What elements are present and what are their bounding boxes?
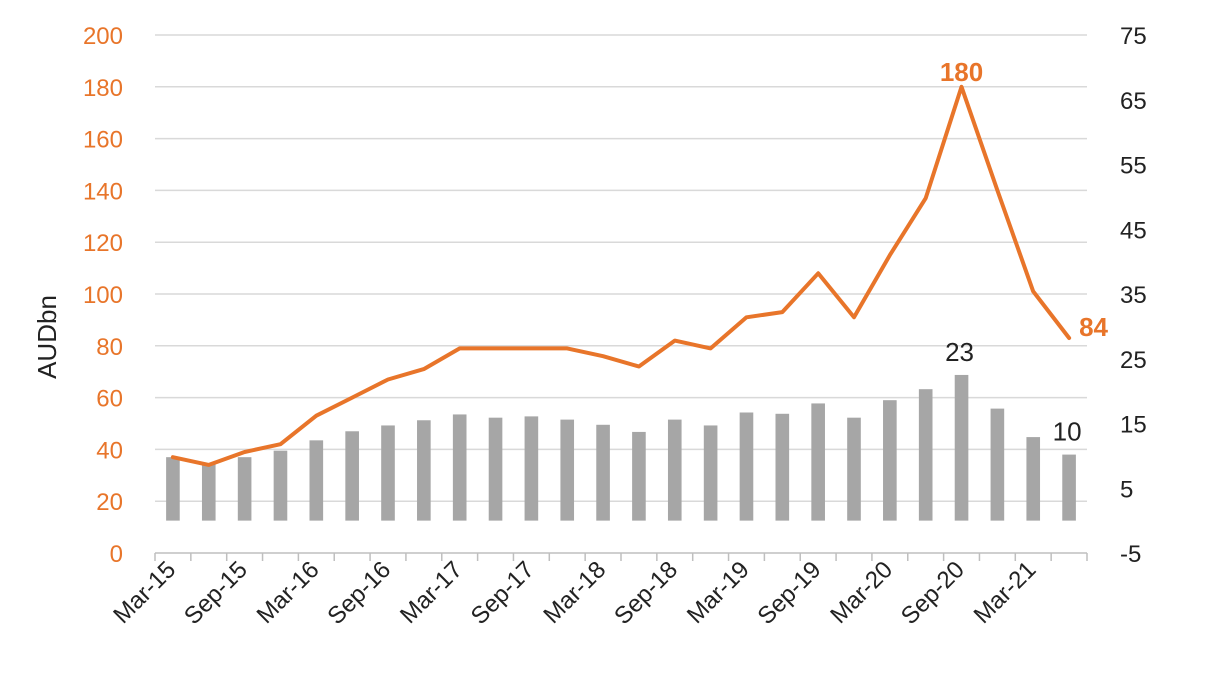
line-data-label: 84	[1079, 312, 1108, 342]
bar	[667, 419, 682, 521]
left-tick-label: 140	[83, 178, 123, 205]
x-tick-label: Mar-16	[252, 556, 325, 629]
x-tick-label: Mar-21	[969, 556, 1042, 629]
right-tick-label: 35	[1120, 282, 1147, 309]
bar	[954, 374, 969, 521]
bar	[739, 412, 754, 521]
x-tick-label: Sep-18	[609, 556, 683, 630]
x-axis	[154, 552, 1088, 561]
line-path	[170, 84, 1072, 467]
bar	[309, 440, 324, 521]
bar	[596, 424, 610, 521]
bar	[488, 417, 503, 521]
x-tick-label: Mar-17	[395, 556, 468, 629]
x-tick-label: Sep-19	[753, 556, 827, 630]
bar	[201, 464, 216, 521]
left-tick-label: 160	[83, 127, 123, 154]
line-series	[170, 84, 1072, 467]
bar	[345, 431, 359, 521]
bar	[560, 419, 575, 521]
left-tick-label: 200	[83, 23, 123, 50]
right-tick-label: 65	[1120, 88, 1147, 115]
x-axis-ticks: Mar-15Sep-15Mar-16Sep-16Mar-17Sep-17Mar-…	[108, 556, 1041, 630]
left-axis-ticks: 0 20 40 60 80 100 120 140 160 180 200	[83, 23, 123, 568]
bar	[1062, 454, 1076, 521]
line-data-label: 180	[940, 57, 983, 87]
y-axis-title: AUDbn	[32, 295, 62, 379]
left-tick-label: 20	[96, 489, 123, 516]
bar	[273, 450, 288, 521]
x-tick-label: Mar-19	[682, 556, 755, 629]
right-tick-label: 75	[1120, 23, 1147, 50]
bar	[847, 417, 861, 521]
bar	[883, 400, 897, 521]
bar-data-label: 23	[945, 337, 974, 367]
bar	[918, 389, 933, 521]
right-tick-label: 45	[1120, 217, 1147, 244]
bar	[381, 425, 395, 521]
left-tick-label: 120	[83, 230, 123, 257]
left-tick-label: 80	[96, 334, 123, 361]
x-tick-label: Mar-18	[538, 556, 611, 629]
bar	[452, 414, 467, 521]
x-tick-label: Sep-17	[466, 556, 540, 630]
right-tick-label: 25	[1120, 347, 1147, 374]
right-tick-label: 15	[1120, 412, 1147, 439]
right-tick-label: -5	[1120, 541, 1141, 568]
right-axis-ticks: -5 5 15 25 35 45 55 65 75	[1120, 23, 1147, 568]
bar	[237, 457, 252, 521]
right-tick-label: 55	[1120, 153, 1147, 180]
data-labels: 180 84 23 10	[940, 57, 1109, 447]
x-tick-label: Mar-20	[825, 556, 898, 629]
x-tick-label: Sep-20	[896, 556, 970, 630]
bar	[1026, 437, 1041, 521]
right-tick-label: 5	[1120, 476, 1133, 503]
bar	[417, 420, 431, 521]
x-tick-label: Sep-16	[322, 556, 396, 630]
bar	[703, 425, 718, 521]
left-tick-label: 100	[83, 282, 123, 309]
bar	[166, 457, 180, 521]
bar	[775, 413, 790, 521]
left-tick-label: 60	[96, 386, 123, 413]
x-tick-label: Sep-15	[179, 556, 253, 630]
left-tick-label: 40	[96, 437, 123, 464]
bar	[632, 431, 646, 521]
left-tick-label: 0	[110, 541, 123, 568]
bar	[811, 403, 825, 521]
bar-data-label: 10	[1053, 417, 1082, 447]
bar-series	[166, 374, 1076, 521]
left-tick-label: 180	[83, 75, 123, 102]
bar	[524, 416, 539, 521]
bar	[990, 408, 1005, 521]
